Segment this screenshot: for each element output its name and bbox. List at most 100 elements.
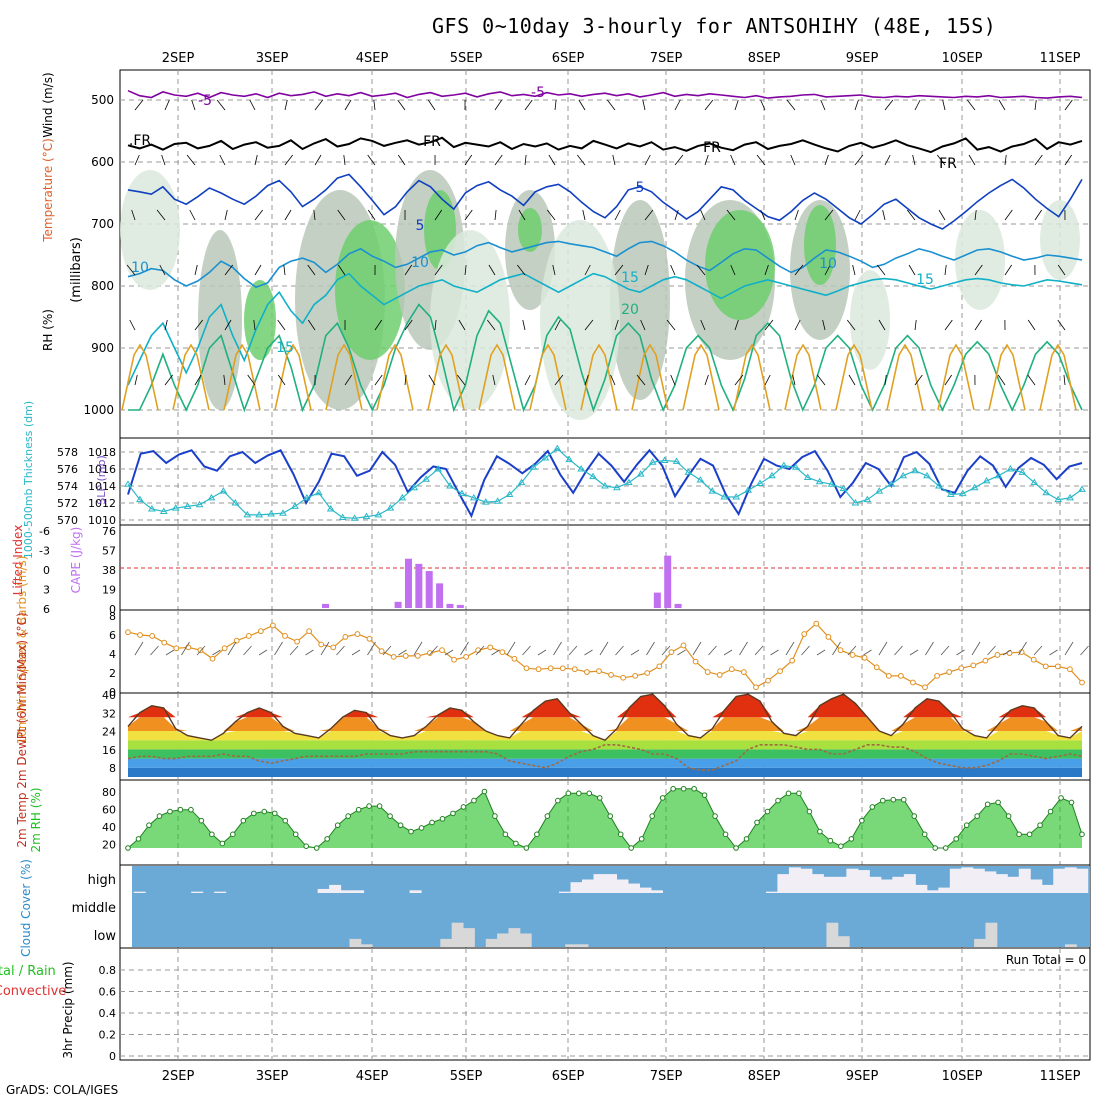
rh-point [670, 785, 676, 792]
cloud-cell-high [995, 874, 1008, 893]
wind-tick-label: 0 [109, 686, 116, 699]
rh-point [963, 822, 970, 829]
cloud-cell-high [903, 874, 916, 893]
rh-point [502, 831, 509, 838]
wind-barb [876, 264, 886, 276]
cloud-cell-high [605, 874, 617, 893]
bottom-date-label: 2SEP [162, 1069, 195, 1084]
wind-barb [374, 319, 383, 331]
temp-tick-label: 32 [102, 707, 116, 720]
cloud-cell-high [639, 887, 652, 893]
thickness-point [815, 477, 824, 485]
isotherm-5 [127, 173, 1083, 230]
bottom-date-label: 9SEP [846, 1069, 879, 1084]
cloud-cell-low [519, 933, 532, 947]
lifted-tick-label: 3 [43, 584, 50, 597]
temp-band [128, 731, 1082, 741]
thickness-point [660, 456, 669, 463]
contour-label: 15 [276, 340, 294, 356]
rh-point [188, 806, 194, 813]
wind-speed-point [390, 653, 397, 660]
cloud-cell-high [811, 874, 824, 893]
pressure-tick-label: 600 [91, 155, 114, 169]
wind-barb [974, 319, 983, 331]
slp-axis-label: SLP (mb) [95, 455, 108, 505]
wind-barb [670, 374, 676, 386]
rh-point [785, 790, 792, 797]
rh-point [984, 801, 991, 808]
wind-barb [1064, 154, 1073, 166]
wind-barb-10m [460, 641, 469, 656]
wind-barb [284, 154, 293, 166]
wind-barb [522, 319, 526, 331]
rh-point [125, 845, 131, 851]
wind-speed-point [620, 674, 627, 681]
thickness-point [779, 461, 788, 469]
wind-speed-point [487, 644, 494, 651]
rh-point [596, 795, 603, 801]
wind-speed-point [294, 638, 300, 645]
rh-point [1047, 808, 1054, 815]
footer-credit: GrADS: COLA/IGES [6, 1083, 119, 1097]
thickness-point [970, 483, 979, 491]
wind-barb [427, 99, 436, 111]
rh-point [429, 819, 435, 826]
wind-barb-10m [1049, 649, 1058, 656]
wind-speed-point [149, 633, 156, 639]
wind-barb [794, 264, 804, 276]
thickness-point [791, 463, 800, 470]
wind-barb [822, 319, 826, 331]
wind-barb [760, 209, 766, 221]
contour-label: 10 [819, 256, 837, 272]
panel-frame [119, 437, 1091, 526]
rh-point [953, 836, 959, 842]
rh-tick-label: 80 [102, 786, 116, 799]
thickness-point [911, 466, 919, 474]
slp-tick-label: 1012 [88, 497, 116, 510]
cloud-cell-high [1041, 884, 1054, 893]
rh-point [313, 845, 320, 851]
rh-shading [1040, 200, 1080, 280]
rh-point [995, 799, 1001, 806]
wind-speed-point [354, 631, 361, 637]
cloud-cell-low [576, 944, 589, 947]
cape-bar [404, 558, 412, 608]
rh-point [691, 785, 697, 792]
rh-point [722, 831, 729, 838]
wind-speed-point [125, 629, 131, 636]
cloud-cell-high [949, 868, 962, 893]
wind-barb [161, 154, 166, 166]
rh-point [1079, 831, 1085, 838]
thickness-point [195, 500, 204, 508]
cloud-cell-high [1018, 868, 1031, 893]
top-date-label: 7SEP [650, 51, 683, 66]
rh-shading [955, 210, 1005, 310]
cloud-cell-high [1030, 879, 1043, 893]
cloud-cell-high [857, 870, 870, 893]
chart-title: GFS 0~10day 3-hourly for ANTSOHIHY (48E,… [432, 14, 997, 38]
wind-barb-10m [708, 645, 717, 656]
cloud-cell-low [837, 936, 850, 947]
temp-band [128, 749, 1082, 759]
wind-barb [397, 154, 406, 166]
wind-barb [223, 374, 226, 386]
thickness-point [541, 453, 550, 461]
thickness-point [338, 513, 347, 520]
thickness-point [386, 504, 395, 511]
wind-speed-point [426, 650, 433, 656]
wind-barb [912, 154, 916, 166]
wind-barb-10m [630, 649, 640, 656]
top-date-label: 5SEP [450, 51, 483, 66]
wind-barb [786, 99, 796, 111]
pressure-tick-label: 800 [91, 279, 114, 293]
thickness-point [493, 497, 502, 504]
wind-barb [756, 154, 766, 166]
wind-barb [1034, 154, 1043, 166]
rh-point [555, 797, 561, 804]
wind-speed-point [970, 662, 977, 669]
wind-speed-point [535, 666, 542, 673]
wind-barb-10m [754, 645, 764, 656]
contour-label: 20 [621, 302, 639, 318]
thickness-point [1030, 478, 1039, 486]
isotherm-25 [121, 343, 159, 411]
